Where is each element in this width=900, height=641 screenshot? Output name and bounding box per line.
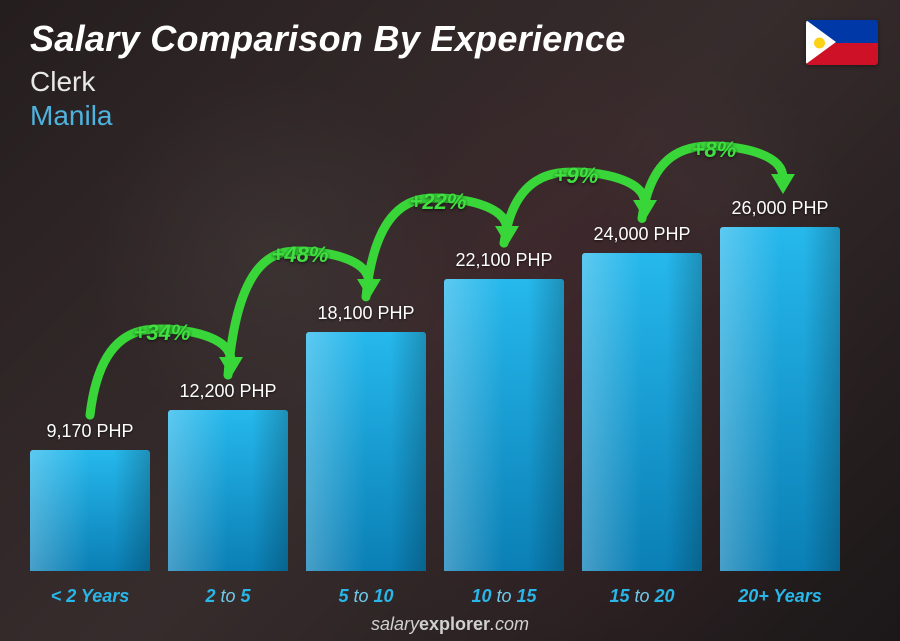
x-category: 15 to 20 <box>582 586 702 607</box>
job-title: Clerk <box>30 66 870 98</box>
header: Salary Comparison By Experience Clerk Ma… <box>30 18 870 132</box>
x-category: 5 to 10 <box>306 586 426 607</box>
bar <box>30 450 150 571</box>
bar-value-label: 18,100 PHP <box>317 303 414 324</box>
bar-value-label: 12,200 PHP <box>179 381 276 402</box>
bar <box>582 253 702 571</box>
bar-column: 26,000 PHP <box>720 141 840 571</box>
bar-column: 12,200 PHP <box>168 141 288 571</box>
brand-suffix: .com <box>490 614 529 634</box>
brand-prefix: salary <box>371 614 419 634</box>
x-category: 2 to 5 <box>168 586 288 607</box>
x-category: 10 to 15 <box>444 586 564 607</box>
bar-value-label: 24,000 PHP <box>593 224 690 245</box>
bar-value-label: 26,000 PHP <box>731 198 828 219</box>
bar-column: 22,100 PHP <box>444 141 564 571</box>
bar <box>168 410 288 571</box>
flag-sun-icon <box>815 38 824 47</box>
footer-brand: salaryexplorer.com <box>0 614 900 635</box>
brand-bold: explorer <box>419 614 490 634</box>
bar-value-label: 22,100 PHP <box>455 250 552 271</box>
bar <box>306 332 426 571</box>
x-category: < 2 Years <box>30 586 150 607</box>
bar-chart: 9,170 PHP 12,200 PHP 18,100 PHP 22,100 PHP 2… <box>30 141 840 571</box>
x-category: 20+ Years <box>720 586 840 607</box>
bar <box>444 279 564 571</box>
x-axis-categories: < 2 Years 2 to 5 5 to 10 10 to 15 15 to 20 20… <box>30 586 840 607</box>
bar-column: 9,170 PHP <box>30 141 150 571</box>
page-title: Salary Comparison By Experience <box>30 18 870 60</box>
flag-philippines <box>806 20 878 65</box>
bar-value-label: 9,170 PHP <box>46 421 133 442</box>
location: Manila <box>30 100 870 132</box>
bar-column: 18,100 PHP <box>306 141 426 571</box>
bar-column: 24,000 PHP <box>582 141 702 571</box>
bar <box>720 227 840 571</box>
